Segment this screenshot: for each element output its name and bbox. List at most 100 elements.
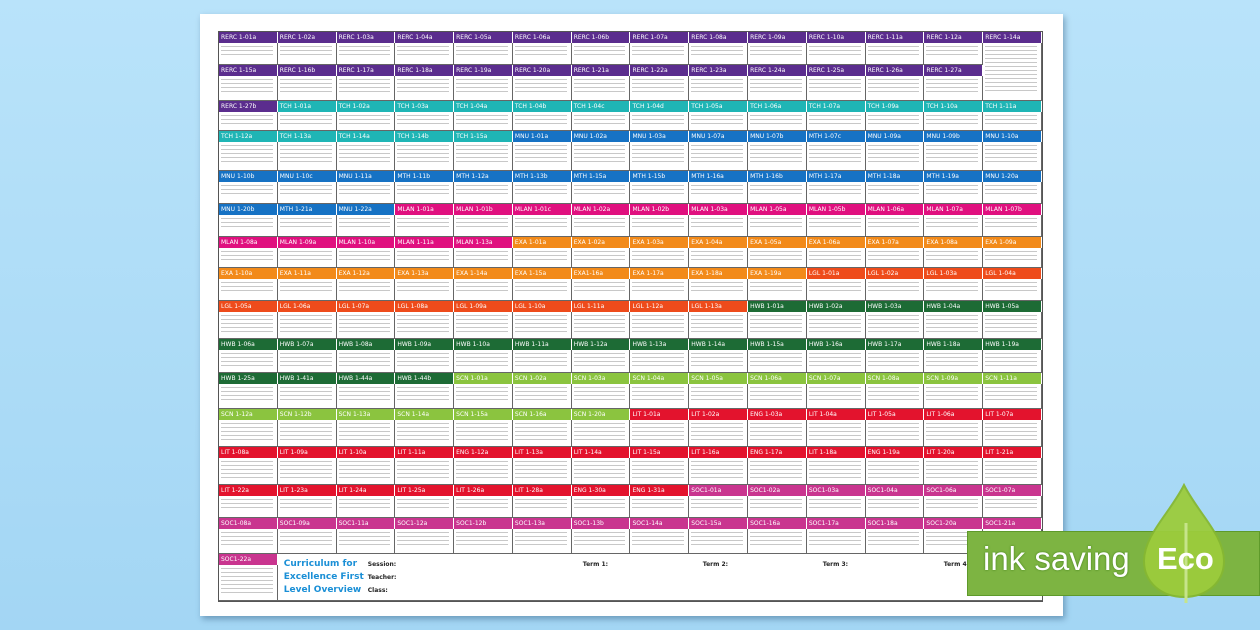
term-label: Term 3: xyxy=(822,561,849,568)
outcome-description-cell xyxy=(219,43,278,65)
outcome-code-header: MTH 1-19a xyxy=(924,171,984,182)
outcome-code-header: HWB 1-41a xyxy=(277,373,337,384)
outcome-description-cell xyxy=(924,458,984,485)
outcome-code-header: MTH 1-13b xyxy=(512,171,572,182)
outcome-code-header: SOC1-11a xyxy=(336,518,396,529)
outcome-code-header: MNU 1-20a xyxy=(983,171,1042,182)
outcome-code-header: LIT 1-09a xyxy=(277,447,337,458)
outcome-description-cell xyxy=(630,458,690,485)
outcome-description-cell xyxy=(219,112,278,131)
outcome-description-cell xyxy=(630,112,690,131)
outcome-code-header: MLAN 1-10a xyxy=(336,237,396,248)
outcome-code-header: HWB 1-10a xyxy=(454,339,513,350)
eco-label: Eco xyxy=(1157,541,1214,576)
outcome-code-header: LIT 1-16a xyxy=(689,447,749,458)
outcome-description-cell xyxy=(454,312,513,339)
outcome-code-header: LIT 1-24a xyxy=(336,485,396,496)
outcome-code-header: MNU 1-20b xyxy=(219,204,278,215)
outcome-code-header: SOC1-04a xyxy=(865,485,925,496)
outcome-description-cell xyxy=(924,312,984,339)
outcome-code-header: MTH 1-15b xyxy=(630,171,690,182)
outcome-code-header: RERC 1-19a xyxy=(454,65,513,76)
outcome-description-cell xyxy=(983,496,1042,518)
outcome-code-header: RERC 1-21a xyxy=(571,65,631,76)
outcome-description-cell xyxy=(219,458,278,485)
outcome-code-header: LIT 1-04a xyxy=(806,409,866,420)
outcome-description-cell xyxy=(454,215,513,237)
outcome-code-header: RERC 1-04a xyxy=(395,32,455,43)
outcome-code-header: SCN 1-11a xyxy=(983,373,1042,384)
outcome-code-header: LIT 1-14a xyxy=(571,447,631,458)
outcome-code-header: RERC 1-01a xyxy=(219,32,278,43)
outcome-description-cell xyxy=(336,458,396,485)
outcome-description-cell xyxy=(689,248,749,268)
outcome-description-cell xyxy=(336,76,396,101)
outcome-description-cell xyxy=(689,312,749,339)
outcome-description-cell xyxy=(806,312,866,339)
overview-footer: Curriculum for Excellence First Level Over… xyxy=(277,554,1042,601)
outcome-code-header: HWB 1-11a xyxy=(512,339,572,350)
outcome-code-header: EXA 1-10a xyxy=(219,268,278,279)
outcome-description-cell xyxy=(336,112,396,131)
outcome-code-header: HWB 1-13a xyxy=(630,339,690,350)
outcome-description-cell xyxy=(571,529,631,554)
outcome-description-cell xyxy=(630,215,690,237)
outcome-description-cell xyxy=(395,112,455,131)
outcome-description-cell xyxy=(865,420,925,447)
outcome-code-header: TCH 1-04a xyxy=(454,101,513,112)
outcome-code-header: LGL 1-05a xyxy=(219,301,278,312)
outcome-code-header: TCH 1-09a xyxy=(865,101,925,112)
outcome-code-header: EXA 1-18a xyxy=(689,268,749,279)
outcome-code-header: SOC1-08a xyxy=(219,518,278,529)
outcome-description-cell xyxy=(512,43,572,65)
outcome-code-header: MNU 1-11a xyxy=(336,171,396,182)
outcome-description-cell xyxy=(689,496,749,518)
outcome-code-header: EXA 1-06a xyxy=(806,237,866,248)
outcome-code-header: TCH 1-03a xyxy=(395,101,455,112)
outcome-code-header: LGL 1-04a xyxy=(983,268,1042,279)
outcome-code-header: LGL 1-07a xyxy=(336,301,396,312)
outcome-code-header: EXA 1-09a xyxy=(983,237,1042,248)
outcome-description-cell xyxy=(806,496,866,518)
outcome-code-header: SCN 1-13a xyxy=(336,409,396,420)
outcome-code-header: RERC 1-02a xyxy=(277,32,337,43)
outcome-code-header: MTH 1-21a xyxy=(277,204,337,215)
outcome-description-cell xyxy=(806,215,866,237)
outcome-description-cell xyxy=(630,142,690,171)
outcome-description-cell xyxy=(454,43,513,65)
outcome-description-cell xyxy=(277,496,337,518)
outcome-code-header: ENG 1-31a xyxy=(630,485,690,496)
outcome-description-cell xyxy=(395,312,455,339)
outcome-code-header: LGL 1-09a xyxy=(454,301,513,312)
outcome-description-cell xyxy=(336,420,396,447)
outcome-code-header: EXA 1-01a xyxy=(512,237,572,248)
outcome-code-header: HWB 1-12a xyxy=(571,339,631,350)
outcome-code-header: TCH 1-15a xyxy=(454,131,513,142)
outcome-code-header: HWB 1-04a xyxy=(924,301,984,312)
outcome-code-header: MLAN 1-05b xyxy=(806,204,866,215)
outcome-code-header: TCH 1-10a xyxy=(924,101,984,112)
outcome-description-cell xyxy=(512,215,572,237)
outcome-description-cell xyxy=(454,142,513,171)
outcome-code-header: EXA 1-19a xyxy=(748,268,807,279)
outcome-code-header: LGL 1-03a xyxy=(924,268,984,279)
outcome-code-header: LGL 1-08a xyxy=(395,301,455,312)
outcome-description-cell xyxy=(277,384,337,409)
outcome-code-header: TCH 1-12a xyxy=(219,131,278,142)
outcome-code-header: RERC 1-16b xyxy=(277,65,337,76)
outcome-description-cell xyxy=(454,248,513,268)
outcome-description-cell xyxy=(571,142,631,171)
outcome-description-cell xyxy=(219,142,278,171)
outcome-code-header: MTH 1-18a xyxy=(865,171,925,182)
document-title: Curriculum for Excellence First Level Over… xyxy=(284,558,364,597)
outcome-code-header: LIT 1-22a xyxy=(219,485,278,496)
outcome-description-cell xyxy=(924,279,984,301)
outcome-code-header: SOC1-13b xyxy=(571,518,631,529)
outcome-code-header: MLAN 1-02b xyxy=(630,204,690,215)
outcome-description-cell xyxy=(277,142,337,171)
outcome-code-header: MNU 1-10c xyxy=(277,171,337,182)
outcome-code-header: MLAN 1-06a xyxy=(865,204,925,215)
outcome-description-cell xyxy=(395,182,455,204)
outcome-code-header: LIT 1-08a xyxy=(219,447,278,458)
outcome-description-cell xyxy=(748,420,807,447)
